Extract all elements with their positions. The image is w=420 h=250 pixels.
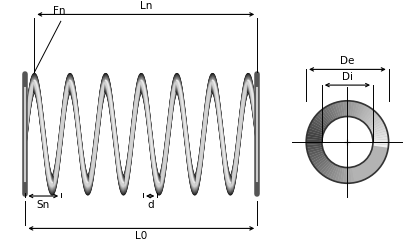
Wedge shape bbox=[318, 112, 331, 124]
Text: Fn: Fn bbox=[52, 6, 65, 16]
Wedge shape bbox=[307, 134, 323, 138]
Wedge shape bbox=[354, 102, 360, 118]
Wedge shape bbox=[337, 102, 343, 117]
Wedge shape bbox=[343, 168, 346, 183]
Wedge shape bbox=[348, 101, 352, 117]
Circle shape bbox=[322, 116, 373, 168]
Wedge shape bbox=[355, 103, 363, 118]
Wedge shape bbox=[373, 136, 389, 140]
Wedge shape bbox=[363, 110, 375, 123]
Wedge shape bbox=[306, 142, 322, 145]
Wedge shape bbox=[332, 103, 339, 118]
Text: Di: Di bbox=[342, 72, 353, 82]
Wedge shape bbox=[310, 123, 325, 132]
Wedge shape bbox=[311, 154, 326, 164]
Wedge shape bbox=[352, 102, 357, 117]
Wedge shape bbox=[373, 142, 388, 145]
Wedge shape bbox=[363, 161, 375, 174]
Wedge shape bbox=[367, 157, 381, 168]
Wedge shape bbox=[340, 101, 345, 117]
Wedge shape bbox=[371, 151, 386, 159]
Wedge shape bbox=[359, 164, 368, 179]
Wedge shape bbox=[346, 168, 349, 183]
Text: Ln: Ln bbox=[139, 2, 152, 12]
Wedge shape bbox=[350, 167, 354, 183]
Wedge shape bbox=[324, 163, 335, 178]
Wedge shape bbox=[329, 165, 338, 180]
Wedge shape bbox=[366, 158, 379, 171]
Wedge shape bbox=[327, 164, 336, 179]
Wedge shape bbox=[329, 104, 338, 119]
Wedge shape bbox=[354, 166, 360, 182]
Wedge shape bbox=[373, 146, 388, 150]
Wedge shape bbox=[332, 166, 339, 181]
Wedge shape bbox=[337, 167, 343, 183]
Wedge shape bbox=[357, 104, 365, 119]
Wedge shape bbox=[322, 108, 333, 122]
Wedge shape bbox=[373, 134, 388, 138]
Wedge shape bbox=[316, 158, 329, 171]
Wedge shape bbox=[368, 156, 382, 166]
Wedge shape bbox=[306, 136, 322, 140]
Wedge shape bbox=[368, 118, 382, 128]
Text: L0: L0 bbox=[135, 231, 147, 241]
Circle shape bbox=[306, 101, 388, 183]
Wedge shape bbox=[316, 114, 329, 126]
Wedge shape bbox=[324, 106, 335, 121]
Wedge shape bbox=[348, 168, 352, 183]
Wedge shape bbox=[312, 118, 327, 128]
Wedge shape bbox=[314, 157, 328, 168]
Wedge shape bbox=[340, 167, 345, 183]
Wedge shape bbox=[360, 106, 370, 121]
Wedge shape bbox=[307, 131, 323, 137]
Wedge shape bbox=[357, 165, 365, 180]
Wedge shape bbox=[366, 114, 379, 126]
Wedge shape bbox=[365, 112, 377, 124]
Wedge shape bbox=[335, 102, 341, 118]
Wedge shape bbox=[370, 123, 385, 132]
Wedge shape bbox=[367, 116, 381, 127]
Wedge shape bbox=[307, 147, 323, 154]
Wedge shape bbox=[371, 149, 387, 156]
Wedge shape bbox=[307, 146, 323, 150]
Wedge shape bbox=[362, 108, 373, 122]
Wedge shape bbox=[311, 120, 326, 130]
Wedge shape bbox=[346, 101, 349, 116]
Wedge shape bbox=[309, 125, 324, 133]
Wedge shape bbox=[373, 144, 389, 148]
Wedge shape bbox=[327, 105, 336, 120]
Wedge shape bbox=[371, 128, 387, 135]
Wedge shape bbox=[309, 151, 324, 159]
Wedge shape bbox=[355, 166, 363, 181]
Wedge shape bbox=[362, 162, 373, 176]
Wedge shape bbox=[360, 163, 370, 178]
Wedge shape bbox=[370, 152, 385, 162]
Wedge shape bbox=[306, 144, 322, 148]
Wedge shape bbox=[306, 139, 322, 142]
Wedge shape bbox=[372, 147, 388, 154]
Wedge shape bbox=[312, 156, 327, 166]
Wedge shape bbox=[372, 131, 388, 137]
Text: Sn: Sn bbox=[37, 200, 50, 210]
Wedge shape bbox=[318, 160, 331, 173]
Wedge shape bbox=[359, 105, 368, 120]
Wedge shape bbox=[343, 101, 346, 117]
Wedge shape bbox=[308, 128, 323, 135]
Wedge shape bbox=[310, 152, 325, 162]
Wedge shape bbox=[369, 120, 384, 130]
Text: d: d bbox=[147, 200, 154, 210]
Wedge shape bbox=[373, 139, 388, 142]
Wedge shape bbox=[371, 125, 386, 133]
Wedge shape bbox=[320, 110, 332, 123]
Wedge shape bbox=[350, 101, 354, 117]
Wedge shape bbox=[322, 162, 333, 176]
Wedge shape bbox=[320, 161, 332, 174]
Wedge shape bbox=[335, 166, 341, 182]
Text: De: De bbox=[340, 56, 354, 66]
Wedge shape bbox=[308, 149, 323, 156]
Wedge shape bbox=[369, 154, 384, 164]
Wedge shape bbox=[352, 167, 357, 183]
Wedge shape bbox=[314, 116, 328, 127]
Wedge shape bbox=[365, 160, 377, 173]
